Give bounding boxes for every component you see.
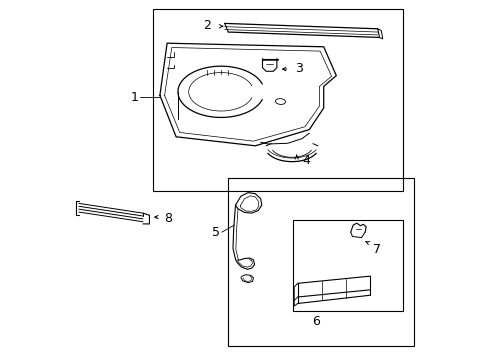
Bar: [292, 220, 402, 311]
Bar: [152, 9, 402, 191]
Text: 4: 4: [302, 154, 309, 167]
Text: 1: 1: [130, 91, 138, 104]
Text: 8: 8: [164, 212, 172, 225]
Text: 3: 3: [294, 62, 302, 75]
Bar: [228, 178, 413, 346]
Text: 6: 6: [312, 315, 320, 328]
Text: 2: 2: [203, 19, 211, 32]
Text: 5: 5: [212, 226, 220, 239]
Text: 7: 7: [373, 243, 381, 256]
